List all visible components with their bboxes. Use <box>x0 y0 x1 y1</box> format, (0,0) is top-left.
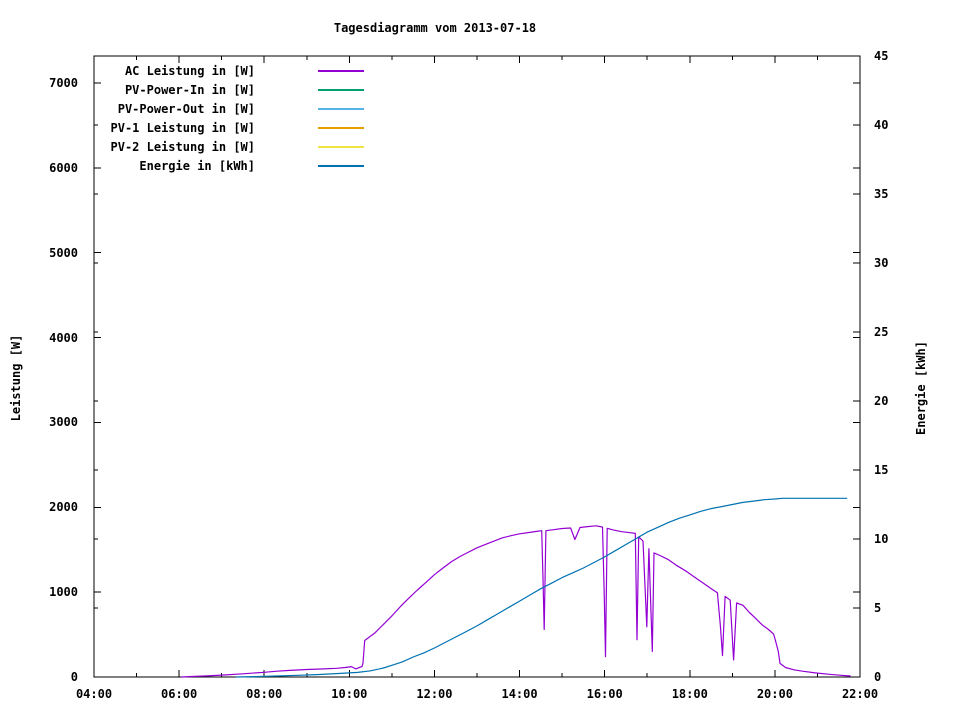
y2-tick-label: 35 <box>874 187 889 201</box>
legend-line-sample <box>318 89 364 91</box>
legend-label: PV-Power-In in [W] <box>124 83 255 97</box>
legend-row: PV-Power-In in [W] <box>0 83 380 97</box>
y-tick-label: 1000 <box>49 585 78 600</box>
y2-tick-label: 25 <box>874 325 889 339</box>
x-tick-label: 04:00 <box>75 687 113 701</box>
legend-line-sample <box>318 165 364 167</box>
legend-line-sample <box>318 146 364 148</box>
y-tick-label: 4000 <box>49 330 78 345</box>
y-tick-label: 6000 <box>49 160 78 175</box>
legend-label: AC Leistung in [W] <box>124 64 255 78</box>
x-tick-label: 08:00 <box>246 687 283 701</box>
legend-row: PV-1 Leistung in [W] <box>0 121 380 135</box>
legend-label: PV-Power-Out in [W] <box>117 102 255 116</box>
x-tick-label: 14:00 <box>501 687 538 701</box>
y2-tick-label: 30 <box>874 256 889 270</box>
legend-label: PV-2 Leistung in [W] <box>110 140 256 154</box>
series-line-0 <box>181 525 851 678</box>
chart-title: Tagesdiagramm vom 2013-07-18 <box>333 21 537 35</box>
y-tick-label: 3000 <box>49 415 78 430</box>
x-tick-label: 22:00 <box>841 687 879 701</box>
legend-row: PV-2 Leistung in [W] <box>0 140 380 154</box>
legend-line-sample <box>318 127 364 129</box>
y-tick-label: 7000 <box>49 75 78 90</box>
y2-tick-label: 10 <box>874 532 889 546</box>
legend-row: PV-Power-Out in [W] <box>0 102 380 116</box>
y2-tick-label: 5 <box>874 601 882 615</box>
y-tick-label: 2000 <box>49 500 78 515</box>
x-tick-label: 06:00 <box>161 687 198 701</box>
y2-tick-label: 20 <box>874 394 889 408</box>
x-tick-label: 18:00 <box>671 687 708 701</box>
x-tick-label: 10:00 <box>331 687 368 701</box>
y-tick-label: 5000 <box>49 245 78 260</box>
legend-row: Energie in [kWh] <box>0 159 380 173</box>
x-tick-label: 16:00 <box>586 687 623 701</box>
y2-tick-label: 15 <box>874 463 889 477</box>
legend-label: Energie in [kWh] <box>139 159 255 173</box>
x-tick-label: 20:00 <box>756 687 793 701</box>
series-line-5 <box>235 497 848 678</box>
x-tick-label: 12:00 <box>416 687 453 701</box>
y2-tick-label: 40 <box>874 118 889 132</box>
y2-tick-label: 45 <box>874 49 889 63</box>
legend-line-sample <box>318 70 364 72</box>
y-tick-label: 0 <box>70 670 78 684</box>
legend-line-sample <box>318 108 364 110</box>
y2-tick-label: 0 <box>874 670 882 684</box>
legend-label: PV-1 Leistung in [W] <box>110 121 256 135</box>
legend-row: AC Leistung in [W] <box>0 64 380 78</box>
